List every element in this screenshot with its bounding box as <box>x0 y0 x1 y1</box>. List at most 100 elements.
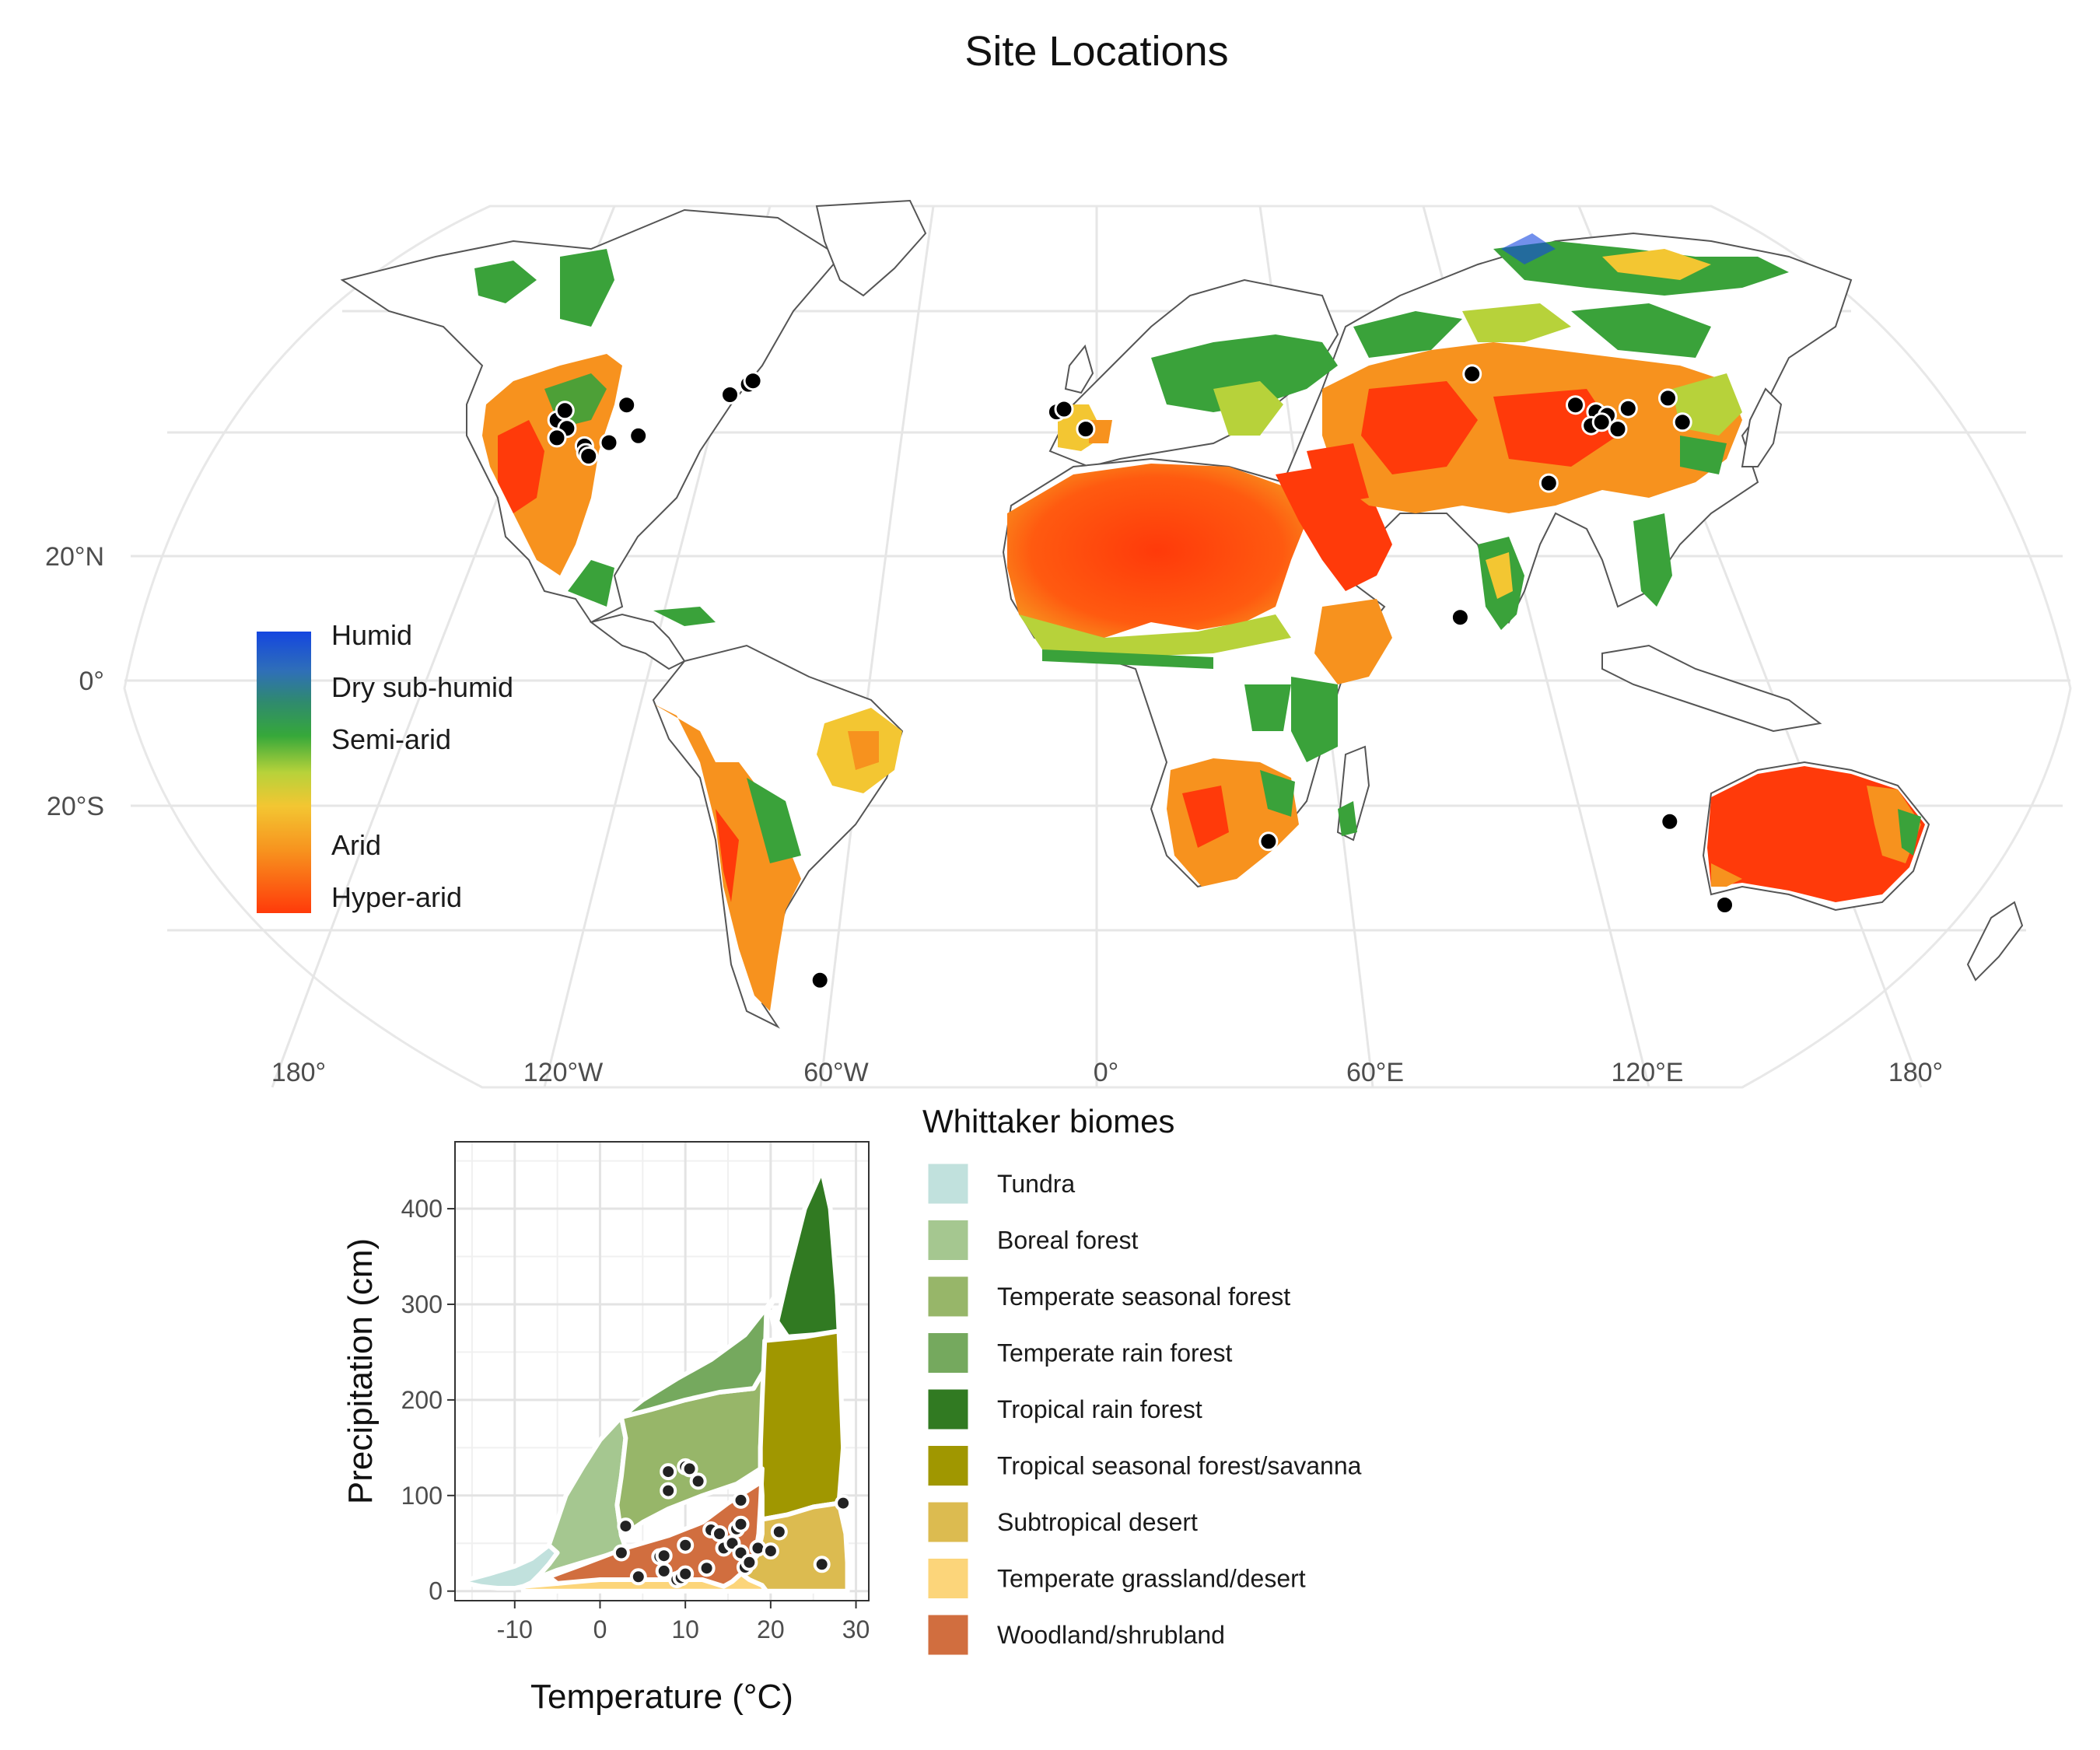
chart-point <box>813 1556 831 1573</box>
aridity-legend: Humid Dry sub-humid Semi-arid Arid Hyper… <box>257 619 513 913</box>
chart-point <box>660 1482 677 1500</box>
site-point <box>1566 395 1585 415</box>
site-point <box>810 970 830 990</box>
chart-points <box>612 1458 852 1588</box>
chart-point <box>732 1515 750 1533</box>
lat-label-20s: 20°S <box>47 792 104 821</box>
latitude-labels: 20°N 0° 20°S <box>45 542 104 821</box>
chart-point <box>740 1553 758 1571</box>
y-tick-label: 200 <box>401 1386 443 1414</box>
chart-point <box>732 1491 750 1509</box>
biome-legend: Whittaker biomes Tundra Boreal forest Temp… <box>922 1103 1362 1657</box>
site-point <box>743 371 763 391</box>
biome-legend-swatch <box>926 1218 971 1262</box>
x-tick-label: -10 <box>497 1615 533 1643</box>
chart-point <box>681 1460 698 1478</box>
site-point <box>1076 419 1096 439</box>
biome-legend-swatch <box>926 1556 971 1601</box>
japan <box>1741 387 1783 467</box>
x-tick-label: 0 <box>593 1615 607 1643</box>
whittaker-chart: -10 0 10 20 30 0 100 200 300 400 Temperature (°C… <box>341 1141 870 1716</box>
biome-polygons <box>465 1167 850 1594</box>
aridity-label-arid: Arid <box>331 829 381 861</box>
chart-point <box>677 1536 695 1554</box>
chart-point <box>770 1523 788 1541</box>
x-tick-label: 30 <box>842 1615 870 1643</box>
biome-legend-swatch <box>926 1500 971 1545</box>
aridity-overlay <box>474 233 1925 1011</box>
lat-label-0: 0° <box>79 667 104 696</box>
site-point <box>1672 412 1692 432</box>
y-tick-label: 300 <box>401 1290 443 1318</box>
lon-label-0: 0° <box>1094 1058 1119 1087</box>
site-point <box>1258 831 1279 852</box>
chart-point <box>698 1559 716 1577</box>
aridity-label-hyper-arid: Hyper-arid <box>331 881 462 913</box>
british-isles <box>1064 344 1094 394</box>
y-tick-label: 0 <box>429 1577 443 1605</box>
chart-point <box>612 1544 630 1562</box>
site-point <box>579 446 599 466</box>
lat-label-20n: 20°N <box>45 542 104 572</box>
site-point <box>1660 811 1680 831</box>
world-map: Humid Dry sub-humid Semi-arid Arid Hyper… <box>45 199 2072 1089</box>
site-point <box>1591 412 1612 432</box>
y-tick-label: 400 <box>401 1195 443 1223</box>
aridity-label-dry-sub-humid: Dry sub-humid <box>331 671 513 703</box>
new-zealand <box>1966 901 2024 982</box>
site-point <box>555 401 575 421</box>
aridity-label-humid: Humid <box>331 619 412 651</box>
chart-point <box>761 1542 779 1560</box>
page-title: Site Locations <box>964 28 1228 75</box>
site-point <box>1618 398 1638 418</box>
drylands-horn-africa <box>1314 599 1392 684</box>
site-point <box>628 425 649 446</box>
biome-legend-swatch <box>926 1387 971 1432</box>
aridity-colorbar <box>257 632 311 913</box>
lon-label-60e: 60°E <box>1346 1058 1404 1087</box>
biome-legend-swatch <box>926 1274 971 1319</box>
x-axis-title: Temperature (°C) <box>530 1678 793 1716</box>
site-point <box>1658 388 1678 408</box>
site-point <box>1450 607 1470 628</box>
biome-legend-label: Temperate rain forest <box>997 1339 1232 1367</box>
biome-legend-swatch <box>926 1161 971 1206</box>
y-axis-title: Precipitation (cm) <box>341 1238 380 1504</box>
biome-legend-label: Temperate grassland/desert <box>997 1565 1306 1593</box>
biome-legend-title: Whittaker biomes <box>922 1103 1174 1139</box>
chart-point <box>655 1547 673 1565</box>
chart-point <box>689 1472 707 1490</box>
lon-label-180e: 180° <box>1888 1058 1943 1087</box>
aridity-label-semi-arid: Semi-arid <box>331 723 451 755</box>
y-axis-ticks: 0 100 200 300 400 <box>401 1195 455 1605</box>
site-point <box>720 385 740 404</box>
biome-legend-label: Boreal forest <box>997 1227 1139 1255</box>
site-point <box>617 395 637 415</box>
y-tick-label: 100 <box>401 1482 443 1510</box>
biome-legend-swatch <box>926 1612 971 1657</box>
chart-point <box>660 1463 677 1481</box>
lon-label-180w: 180° <box>271 1058 326 1087</box>
biome-region <box>758 1328 846 1522</box>
maritime-se-asia <box>1601 644 1822 733</box>
chart-point <box>677 1565 695 1583</box>
biome-legend-label: Tropical seasonal forest/savanna <box>997 1452 1362 1480</box>
biome-legend-label: Woodland/shrubland <box>997 1621 1225 1649</box>
lon-label-120w: 120°W <box>523 1058 603 1087</box>
site-point <box>547 428 567 448</box>
greenland <box>815 199 927 297</box>
site-point <box>1054 399 1074 419</box>
lon-label-120e: 120°E <box>1611 1058 1683 1087</box>
biome-legend-label: Subtropical desert <box>997 1508 1198 1536</box>
site-point <box>1608 419 1628 439</box>
biome-legend-label: Tropical rain forest <box>997 1395 1202 1423</box>
x-tick-label: 20 <box>757 1615 785 1643</box>
chart-point <box>711 1525 728 1542</box>
longitude-labels: 180° 120°W 60°W 0° 60°E 120°E 180° <box>271 1058 1943 1087</box>
site-point <box>1462 364 1482 384</box>
biome-legend-swatch <box>926 1444 971 1488</box>
site-point <box>1715 895 1734 915</box>
chart-point <box>617 1517 635 1535</box>
biome-region <box>618 1275 790 1419</box>
